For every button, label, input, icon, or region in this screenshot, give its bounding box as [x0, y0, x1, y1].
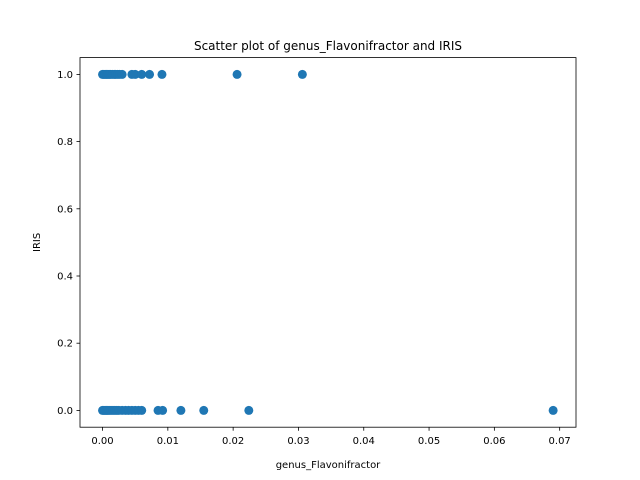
y-tick-label: 0.6	[57, 204, 73, 215]
x-tick-label: 0.06	[483, 436, 505, 447]
x-axis-ticks: 0.00 0.01 0.02 0.03 0.04 0.05 0.06 0.07	[91, 427, 571, 447]
data-point	[145, 69, 155, 79]
data-point	[117, 69, 127, 79]
x-tick-label: 0.01	[157, 436, 179, 447]
data-point	[244, 405, 254, 415]
y-tick-label: 1.0	[57, 70, 73, 81]
data-point	[130, 69, 140, 79]
data-point	[137, 69, 147, 79]
y-axis-ticks: 0.0 0.2 0.4 0.6 0.8 1.0	[57, 70, 80, 417]
data-point	[232, 69, 242, 79]
data-point	[176, 405, 186, 415]
y-tick-label: 0.4	[57, 272, 73, 283]
data-point	[199, 405, 209, 415]
data-point	[157, 69, 167, 79]
x-tick-label: 0.05	[418, 436, 440, 447]
y-tick-label: 0.2	[57, 339, 73, 350]
axes-frame	[79, 57, 577, 428]
x-tick-label: 0.03	[287, 436, 309, 447]
data-point	[297, 69, 307, 79]
y-tick-label: 0.8	[57, 137, 73, 148]
x-tick-label: 0.02	[222, 436, 244, 447]
x-tick-label: 0.07	[549, 436, 571, 447]
y-axis-label: IRIS	[32, 233, 43, 252]
chart-title: Scatter plot of genus_Flavonifractor and…	[194, 39, 462, 53]
data-point	[548, 405, 558, 415]
x-tick-label: 0.00	[91, 436, 113, 447]
x-axis-label: genus_Flavonifractor	[276, 460, 381, 471]
data-point	[158, 405, 168, 415]
data-point	[137, 405, 147, 415]
y-tick-label: 0.0	[57, 406, 73, 417]
x-tick-label: 0.04	[353, 436, 375, 447]
scatter-points	[98, 69, 558, 415]
